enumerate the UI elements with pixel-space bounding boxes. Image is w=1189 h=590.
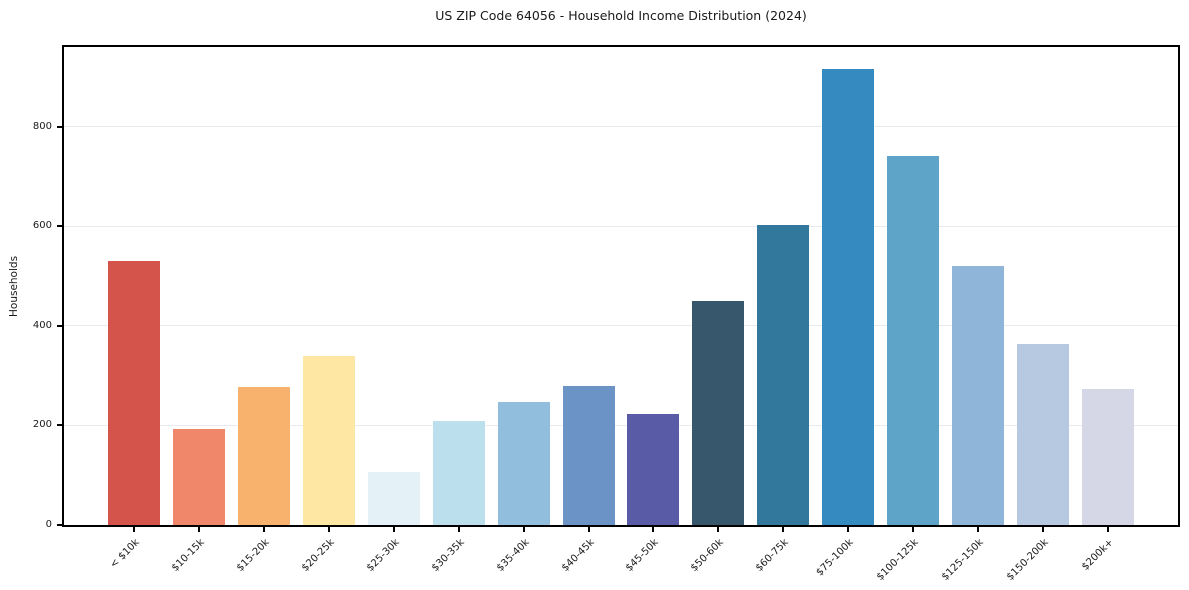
bar-$45-50k [627,414,680,525]
x-tick-mark [1042,527,1045,532]
bar-$10-15k [172,429,225,525]
gridline [64,225,1178,227]
bar-$15-20k [237,387,290,525]
bar-$30-35k [432,421,485,525]
bar-$20-25k [302,355,355,525]
x-tick-mark [522,527,525,532]
bar-$125-150k [952,266,1005,525]
y-tick-label: 800 [32,120,52,132]
x-tick-mark [912,527,915,532]
gridline [64,424,1178,426]
y-tick-mark [57,424,62,427]
x-tick-mark [197,527,200,532]
bar-$75-100k [822,69,875,525]
y-tick-mark [57,524,62,526]
y-tick-mark [57,225,62,228]
plot-area [62,45,1180,527]
x-tick-mark [717,527,720,532]
y-tick-label: 400 [32,319,52,331]
y-axis-label: Households [8,255,20,317]
bar-$40-45k [562,386,615,525]
bar-$50-60k [692,300,745,525]
bar-$200k+ [1082,388,1134,525]
y-tick-label: 0 [45,519,52,530]
x-tick-mark [847,527,850,532]
x-tick-mark [392,527,395,532]
x-tick-mark [977,527,980,532]
y-tick-mark [57,125,62,128]
x-tick-mark [133,527,135,532]
bar-$60-75k [757,225,810,525]
x-tick-mark [782,527,785,532]
x-tick-mark [327,527,330,532]
y-tick-label: 200 [32,419,52,431]
chart-title: US ZIP Code 64056 - Household Income Dis… [435,8,807,23]
bar-< $10k [108,261,160,525]
x-tick-mark [1107,527,1109,532]
x-tick-mark [262,527,265,532]
x-tick-mark [652,527,655,532]
y-tick-mark [57,324,62,327]
x-tick-mark [457,527,460,532]
gridline [64,126,1178,128]
bar-$100-125k [887,155,940,525]
bar-$150-200k [1017,343,1070,525]
x-tick-label: < $10k [108,537,142,571]
bar-$25-30k [367,471,420,525]
y-tick-label: 600 [32,220,52,232]
bar-$35-40k [497,401,550,525]
gridline [64,325,1178,327]
x-tick-mark [587,527,590,532]
